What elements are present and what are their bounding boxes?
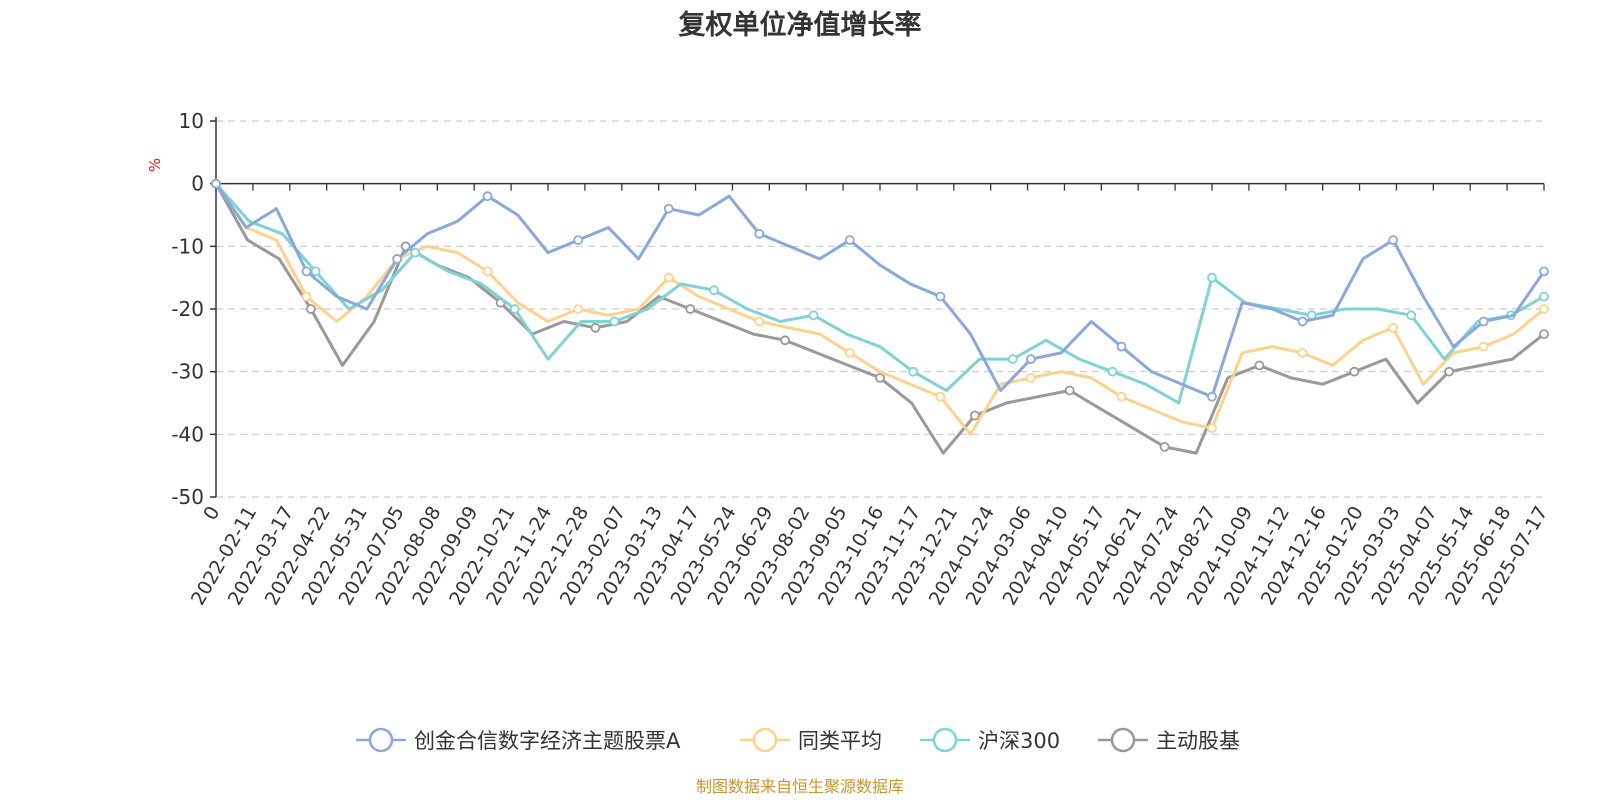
data-point — [808, 310, 819, 321]
data-point — [1116, 391, 1127, 402]
series-1 — [211, 178, 1549, 436]
data-point — [1207, 423, 1217, 434]
data-point — [754, 228, 765, 239]
data-point — [305, 304, 316, 314]
legend-marker-icon — [1110, 727, 1136, 753]
series-group — [211, 178, 1549, 455]
data-point — [685, 304, 696, 314]
series-line — [214, 182, 1545, 455]
y-tick-label: 0 — [191, 172, 204, 196]
data-point — [1388, 235, 1398, 246]
data-point — [1207, 391, 1217, 402]
legend-label: 创金合信数字经济主题股票A — [414, 729, 681, 753]
data-point — [211, 178, 221, 189]
legend-item-0[interactable]: 创金合信数字经济主题股票A — [356, 727, 681, 753]
data-point — [1297, 316, 1308, 327]
y-tick-label: -10 — [171, 234, 204, 258]
chart-title: 复权单位净值增长率 — [679, 9, 922, 41]
data-point — [1297, 347, 1308, 358]
data-point — [410, 247, 421, 258]
data-point — [663, 203, 674, 214]
data-point — [754, 316, 765, 327]
legend-item-1[interactable]: 同类平均 — [740, 727, 882, 753]
data-point — [935, 291, 946, 302]
data-point — [482, 266, 493, 277]
data-point — [1064, 385, 1075, 396]
gridlines — [216, 120, 1544, 498]
data-point — [1254, 360, 1265, 371]
y-axis-unit: % — [146, 158, 164, 172]
series-line — [214, 182, 1545, 405]
data-point — [1444, 366, 1454, 377]
legend-label: 同类平均 — [798, 729, 882, 753]
data-point — [875, 372, 885, 383]
legend-marker-icon — [752, 727, 778, 753]
source-note: 制图数据来自恒生聚源数据库 — [696, 777, 904, 796]
data-point — [1159, 441, 1170, 452]
data-point — [970, 410, 980, 421]
axes — [215, 117, 1544, 497]
series-0 — [211, 178, 1549, 402]
series-line — [214, 182, 1546, 399]
data-point — [1539, 304, 1549, 314]
y-tick-labels: 10 0 -10 -20 -30 -40 -50 — [171, 109, 216, 509]
data-point — [301, 266, 312, 277]
series-2 — [211, 178, 1549, 405]
data-point — [1539, 329, 1549, 340]
data-point — [1207, 272, 1217, 283]
data-point — [573, 235, 584, 246]
data-point — [1349, 366, 1360, 377]
data-point — [1406, 310, 1417, 321]
legend[interactable]: 创金合信数字经济主题股票A 同类平均 沪深300 主动股基 — [356, 727, 1240, 753]
data-point — [609, 316, 620, 327]
data-point — [392, 253, 403, 264]
y-tick-label: 10 — [179, 109, 204, 133]
legend-marker-icon — [932, 727, 958, 753]
data-point — [780, 335, 790, 346]
data-point — [663, 272, 674, 283]
data-point — [1539, 266, 1549, 277]
legend-marker-icon — [368, 727, 394, 753]
data-point — [1026, 372, 1036, 383]
data-point — [1478, 316, 1489, 327]
data-point — [573, 304, 584, 314]
y-tick-label: -30 — [171, 360, 204, 384]
legend-item-2[interactable]: 沪深300 — [920, 727, 1060, 753]
data-point — [1539, 291, 1549, 302]
y-tick-label: -50 — [171, 485, 204, 509]
data-point — [844, 347, 855, 358]
data-point — [1388, 322, 1398, 333]
data-point — [1107, 366, 1118, 377]
y-tick-label: -20 — [171, 297, 204, 321]
data-point — [590, 322, 601, 333]
data-point — [301, 291, 312, 302]
data-point — [1007, 354, 1018, 365]
legend-label: 主动股基 — [1156, 729, 1240, 753]
data-point — [935, 391, 946, 402]
series-line — [214, 182, 1545, 436]
legend-item-3[interactable]: 主动股基 — [1098, 727, 1240, 753]
series-3 — [211, 178, 1549, 455]
x-tick-labels: 02022-02-112022-03-172022-04-222022-05-3… — [187, 183, 1552, 609]
x-tick-label: 0 — [199, 503, 224, 524]
data-point — [1116, 341, 1127, 352]
data-point — [908, 366, 919, 377]
data-point — [709, 285, 719, 296]
y-tick-label: -40 — [171, 422, 204, 446]
data-point — [310, 266, 321, 277]
data-point — [509, 304, 520, 314]
data-point — [1026, 354, 1036, 365]
data-point — [1478, 341, 1489, 352]
data-point — [482, 191, 493, 202]
data-point — [844, 235, 855, 246]
legend-label: 沪深300 — [978, 729, 1060, 753]
